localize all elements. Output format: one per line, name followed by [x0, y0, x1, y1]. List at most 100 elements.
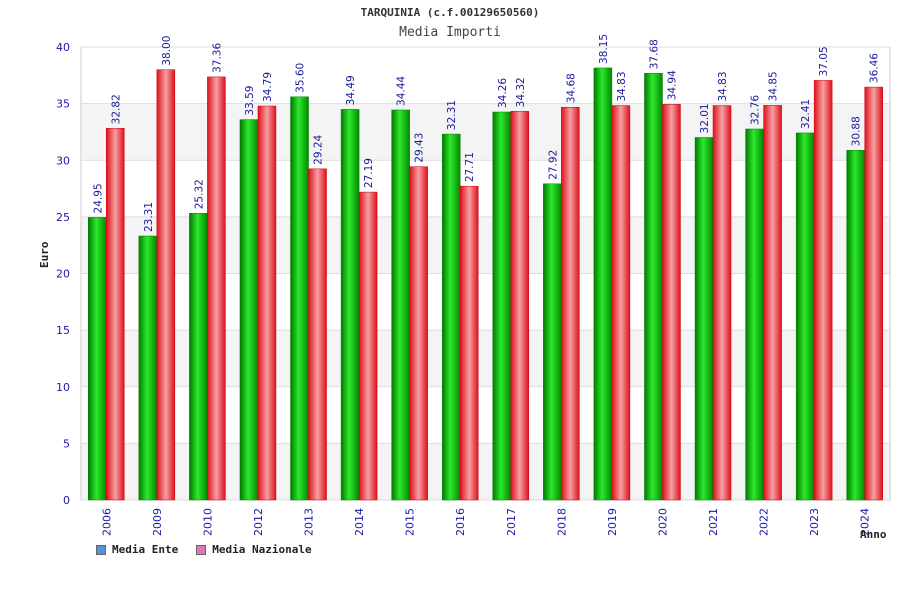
data-label: 24.95: [92, 183, 104, 213]
bar-media-ente-2015: [391, 109, 410, 501]
bar-media-nazionale-2023: [813, 80, 833, 501]
x-axis-ticks: 2006 2009 2010 2012 2013 2014 2015 2016 2017 2018…: [100, 508, 871, 536]
data-label: 34.32: [515, 77, 527, 107]
y-tick-label: 30: [56, 154, 70, 167]
x-tick-label: 2024: [859, 508, 872, 536]
data-label: 27.92: [547, 150, 559, 180]
bar-media-nazionale-2019: [611, 105, 631, 501]
bar-media-ente-2014: [340, 109, 360, 501]
x-tick-label: 2021: [707, 508, 720, 536]
data-label: 37.05: [818, 46, 830, 76]
chart-subtitle: Media Importi: [399, 25, 501, 40]
bar-media-nazionale-2014: [358, 191, 378, 501]
bar-media-ente-2022: [745, 128, 764, 501]
bar-media-nazionale-2022: [763, 105, 782, 501]
y-tick-label: 10: [56, 381, 70, 394]
x-tick-label: 2015: [404, 508, 417, 536]
x-tick-label: 2017: [505, 508, 518, 536]
bar-media-ente-2023: [795, 132, 815, 501]
data-label: 34.79: [262, 72, 274, 102]
bar-media-ente-2018: [543, 183, 562, 501]
bar-media-ente-2012: [239, 119, 259, 501]
y-tick-label: 35: [56, 98, 70, 111]
data-label: 35.60: [295, 63, 307, 93]
data-label: 34.26: [497, 78, 509, 108]
y-tick-label: 15: [56, 324, 70, 337]
x-tick-label: 2020: [656, 508, 669, 536]
legend-label: Media Nazionale: [212, 543, 312, 556]
bar-media-nazionale-2009: [156, 69, 176, 501]
bar-media-nazionale-2013: [308, 168, 327, 501]
x-axis-title: Anno: [860, 528, 887, 541]
bar-media-ente-2021: [694, 137, 714, 501]
bar-media-ente-2020: [644, 73, 663, 501]
data-label: 32.41: [800, 99, 812, 129]
data-label: 34.44: [396, 76, 408, 106]
bar-media-ente-2017: [492, 111, 512, 501]
data-label: 32.31: [446, 100, 458, 130]
x-tick-label: 2023: [808, 508, 821, 536]
y-tick-label: 20: [56, 268, 70, 281]
x-tick-label: 2016: [454, 508, 467, 536]
data-label: 30.88: [851, 116, 863, 146]
x-tick-label: 2006: [100, 508, 113, 536]
data-label: 33.59: [244, 86, 256, 116]
x-tick-label: 2010: [201, 508, 214, 536]
data-label: 32.01: [699, 103, 711, 133]
data-label: 23.31: [143, 202, 155, 232]
bar-media-ente-2009: [138, 235, 158, 501]
data-label: 25.32: [193, 179, 205, 209]
bar-media-nazionale-2010: [207, 76, 226, 501]
legend: Media Ente Media Nazionale: [96, 543, 312, 556]
data-label: 32.76: [750, 95, 762, 125]
legend-label: Media Ente: [112, 543, 179, 556]
legend-item-media-nazionale: Media Nazionale: [196, 543, 312, 556]
bar-media-nazionale-2024: [864, 86, 883, 501]
bar-media-nazionale-2006: [106, 128, 125, 501]
y-tick-label: 40: [56, 41, 70, 54]
data-label: 27.19: [363, 158, 375, 188]
y-tick-label: 0: [63, 494, 70, 507]
bar-media-ente-2010: [189, 213, 208, 501]
bar-media-ente-2016: [441, 133, 461, 501]
x-tick-label: 2013: [303, 508, 316, 536]
x-tick-label: 2012: [252, 508, 265, 536]
bar-media-nazionale-2012: [257, 105, 277, 501]
x-tick-label: 2019: [606, 508, 619, 536]
data-label: 34.49: [345, 75, 357, 105]
bar-media-ente-2024: [846, 150, 865, 501]
legend-swatch: [196, 544, 207, 555]
bar-media-nazionale-2020: [662, 104, 681, 501]
data-label: 34.94: [666, 70, 678, 100]
data-label: 29.24: [313, 134, 325, 164]
data-labels: 24.95 32.82 23.31 38.00 25.32 37.36 33.59 34.79…: [92, 34, 880, 232]
bar-media-ente-2013: [290, 96, 309, 501]
data-label: 34.83: [616, 71, 628, 101]
x-tick-label: 2018: [555, 508, 568, 536]
data-label: 29.43: [414, 133, 426, 163]
bar-media-ente-2006: [88, 217, 107, 501]
bar-media-nazionale-2017: [510, 111, 530, 501]
x-tick-label: 2022: [758, 508, 771, 536]
x-tick-label: 2014: [353, 508, 366, 536]
data-label: 27.71: [464, 152, 476, 182]
legend-item-media-ente: Media Ente: [96, 543, 178, 556]
y-axis-ticks: 0 5 10 15 20 25 30 35 40: [56, 41, 70, 507]
data-label: 38.15: [598, 34, 610, 64]
bar-media-nazionale-2018: [561, 106, 580, 501]
data-label: 36.46: [869, 53, 881, 83]
bars: [88, 67, 883, 501]
bar-media-ente-2019: [593, 67, 613, 501]
bar-media-nazionale-2021: [712, 105, 732, 501]
y-tick-label: 25: [56, 211, 70, 224]
bar-media-nazionale-2015: [409, 166, 428, 501]
y-tick-label: 5: [63, 437, 70, 450]
y-axis-title: Euro: [38, 241, 51, 269]
chart-title: TARQUINIA (c.f.00129650560): [360, 6, 540, 19]
legend-swatch: [96, 544, 106, 555]
data-label: 37.36: [211, 43, 223, 73]
bar-media-nazionale-2016: [459, 185, 479, 501]
data-label: 32.82: [110, 94, 122, 124]
data-label: 34.85: [768, 71, 780, 101]
